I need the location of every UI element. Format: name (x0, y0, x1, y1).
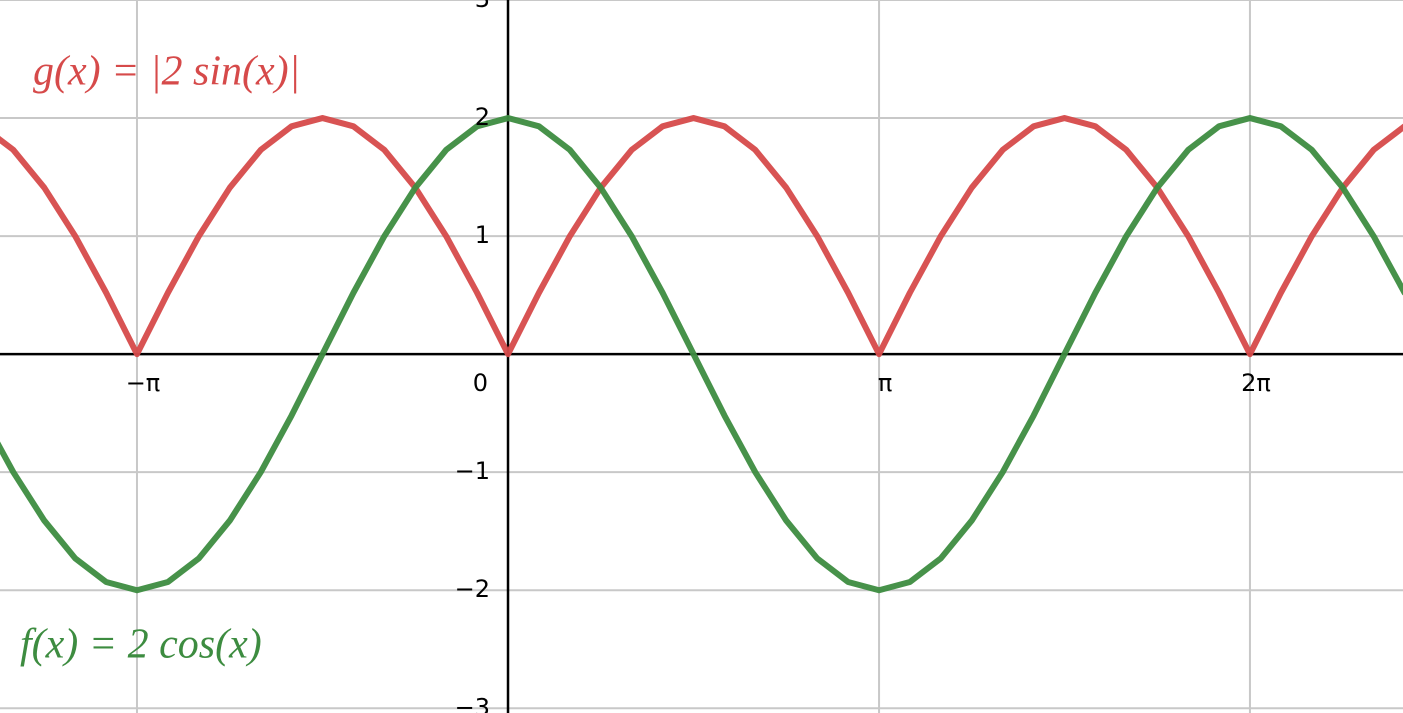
x-tick-label: −π (126, 369, 161, 397)
y-tick-label: −2 (455, 575, 490, 603)
y-tick-label: 1 (475, 221, 490, 249)
legend-label: f(x) = 2 cos(x) (20, 622, 262, 668)
function-curve (0, 115, 1403, 594)
y-tick-label: 3 (475, 0, 490, 13)
x-tick-label: π (878, 369, 892, 397)
legend-label: g(x) = |2 sin(x)| (33, 49, 300, 95)
function-curve (0, 115, 1403, 358)
y-tick-label: −3 (455, 693, 490, 713)
labels: −π 0 π 2π −3 −2 −1 1 2 3 g(x) = |2 sin(x)| f(x) = 2… (20, 0, 1271, 713)
y-tick-label: −1 (455, 457, 490, 485)
curves (0, 115, 1403, 594)
x-tick-label: 0 (473, 369, 488, 397)
x-tick-label: 2π (1241, 369, 1271, 397)
y-tick-label: 2 (475, 103, 490, 131)
